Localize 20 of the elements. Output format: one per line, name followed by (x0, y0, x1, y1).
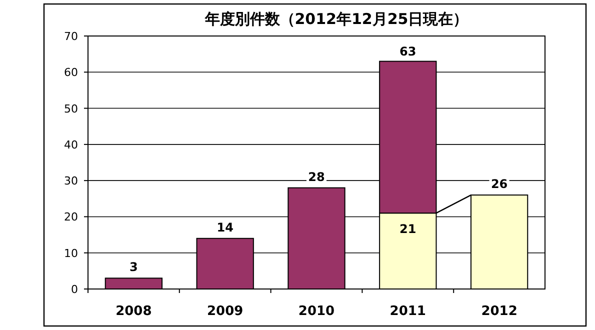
y-tick-label: 20 (64, 210, 78, 224)
x-tick-label: 2011 (390, 304, 426, 319)
data-label: 28 (308, 170, 325, 184)
data-label: 14 (216, 220, 234, 234)
data-label: 3 (130, 260, 138, 274)
y-tick-label: 30 (64, 174, 78, 188)
data-label: 21 (400, 222, 416, 236)
y-tick-label: 10 (64, 246, 78, 260)
y-tick-label: 40 (64, 138, 78, 152)
y-tick-label: 60 (64, 66, 78, 80)
x-tick-label: 2009 (207, 304, 244, 319)
chart-title: 年度別件数（2012年12月25日現在） (204, 10, 468, 28)
total-label: 63 (400, 44, 416, 58)
y-tick-label: 70 (64, 30, 78, 43)
x-tick-label: 2008 (116, 304, 152, 319)
y-tick-label: 0 (71, 283, 78, 296)
y-tick-label: 50 (64, 102, 78, 116)
data-label: 26 (490, 177, 508, 192)
x-tick-label: 2010 (298, 304, 335, 319)
x-tick-label: 2012 (481, 304, 518, 319)
